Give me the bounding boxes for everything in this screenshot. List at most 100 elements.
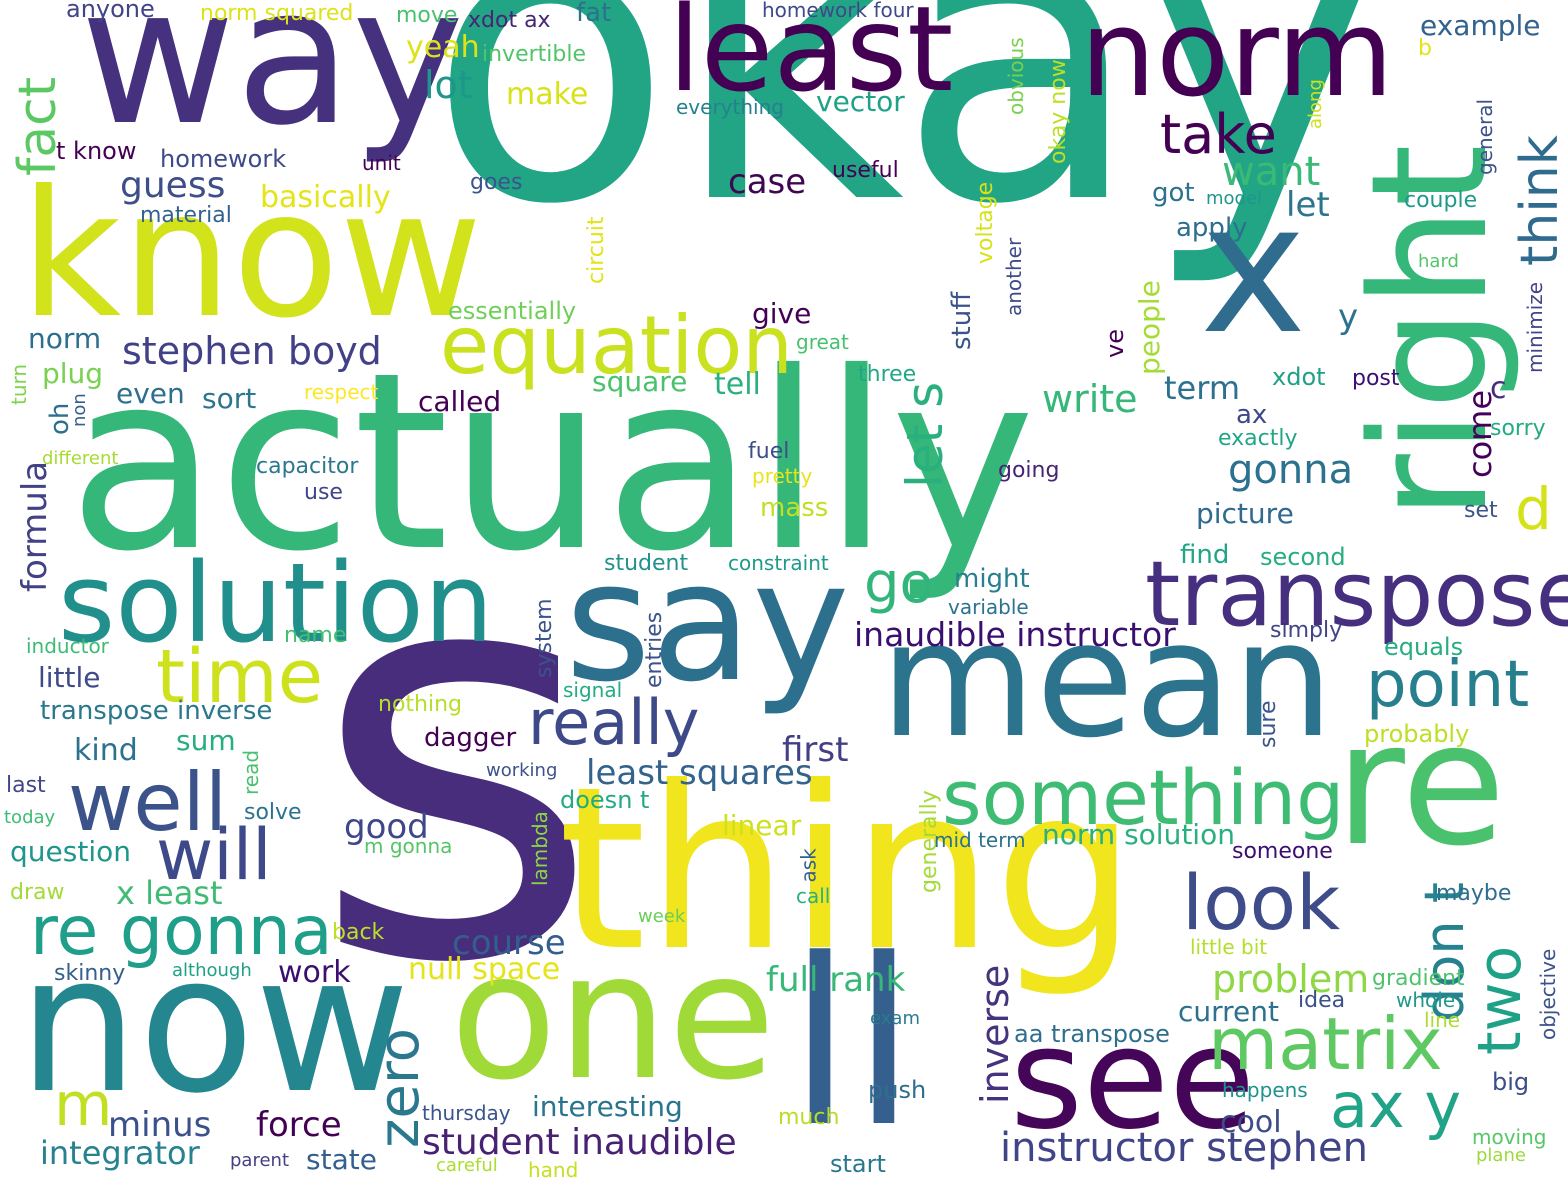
word-people: people [1133, 280, 1166, 375]
word-good: good [344, 807, 429, 847]
word-picture: picture [1196, 497, 1294, 530]
word-one: one [450, 916, 776, 1119]
word-let: let [1286, 185, 1330, 225]
word-fat: fat [576, 0, 612, 28]
word-someone: someone [1232, 839, 1333, 864]
word-oh-rot: oh [45, 395, 75, 435]
word-b: b [1418, 36, 1432, 61]
word-re: re [1335, 686, 1506, 884]
word-ask: ask [796, 848, 821, 883]
word-fuel: fuel [748, 439, 790, 464]
word-guess: guess [120, 165, 226, 206]
word-basically: basically [260, 180, 391, 215]
word-system: system [532, 598, 557, 678]
word-another-rot: another [1002, 216, 1026, 316]
word-capacitor: capacitor [256, 454, 359, 479]
word-today: today [4, 807, 56, 828]
word-ve: ve [1101, 329, 1129, 358]
word-set: set [1464, 498, 1498, 523]
word-exactly: exactly [1218, 426, 1298, 451]
word-voltage-rot: voltage [973, 164, 998, 264]
word-sure: sure [1256, 700, 1281, 748]
word-minimize: minimize [1523, 281, 1547, 373]
word-state: state [306, 1143, 377, 1176]
word-pretty: pretty [752, 464, 813, 488]
word-call: call [796, 884, 831, 908]
word-little-bit: little bit [1190, 935, 1268, 959]
word-least: least [668, 0, 954, 118]
word-x-least: x least [116, 874, 223, 912]
word-start: start [830, 1150, 886, 1178]
word-first: first [782, 730, 849, 770]
word-norm-squared: norm squared [200, 1, 354, 26]
word-read-rot: read [239, 745, 263, 795]
word-mid-term: mid term [934, 828, 1026, 852]
word-anyone: anyone [66, 0, 155, 23]
word-careful: careful [436, 1155, 498, 1176]
word-actually: actually [68, 320, 1036, 605]
word-although: although [172, 960, 252, 981]
word-objective-rot: objective [1536, 920, 1560, 1040]
word-say: say [565, 526, 850, 718]
word-hard: hard [1418, 251, 1459, 272]
word-null-space: null space [408, 952, 561, 987]
word-let-s: let s [896, 381, 954, 488]
word-minus: minus [108, 1105, 212, 1145]
word-mass: mass [760, 493, 829, 523]
word-system-rot: system [532, 588, 557, 678]
word-material: material [140, 203, 232, 228]
word-course: course [452, 923, 566, 963]
word-ax: ax [1236, 400, 1268, 430]
word-circuit-rot: circuit [584, 194, 609, 284]
word-norm-small: norm [28, 322, 102, 355]
word-stephen-boyd: stephen boyd [122, 329, 382, 373]
word-ve-rot: ve [1101, 318, 1129, 358]
word-second: second [1260, 543, 1346, 571]
word-interesting: interesting [532, 1090, 683, 1123]
word-hand: hand [528, 1158, 579, 1182]
word-gonna: gonna [1228, 447, 1354, 493]
word-great: great [796, 330, 849, 354]
word-least-squares: least squares [586, 753, 813, 793]
word-mean: mean [880, 586, 1334, 773]
word-re-gonna: re gonna [30, 892, 333, 971]
word-people-rot: people [1133, 245, 1166, 375]
word-nothing: nothing [378, 692, 462, 717]
word-exam: exam [870, 1008, 920, 1029]
word-instructor-stephen: instructor stephen [1000, 1125, 1368, 1171]
word-see: see [1010, 998, 1256, 1161]
word-probably: probably [1364, 720, 1470, 748]
word-now: now [18, 914, 411, 1135]
word-integrator: integrator [40, 1134, 200, 1172]
word-make: make [506, 77, 589, 112]
word-whole: whole [1396, 988, 1456, 1012]
word-model: model [1206, 188, 1263, 209]
word-transpose-inverse: transpose inverse [40, 696, 273, 726]
word-stuff-rot: stuff [947, 270, 977, 350]
word-find: find [1180, 540, 1230, 570]
word-term: term [1164, 369, 1240, 407]
word-variable: variable [948, 595, 1029, 619]
word-plug: plug [42, 357, 104, 390]
word-matrix: matrix [1208, 1002, 1443, 1086]
word-move: move [396, 3, 458, 28]
word-draw: draw [10, 880, 65, 905]
word-dagger: dagger [424, 723, 517, 753]
word-write: write [1042, 377, 1138, 421]
word-ask-rot: ask [796, 838, 821, 883]
word-sorry: sorry [1490, 416, 1546, 441]
word-really: really [528, 686, 700, 759]
word-inverse: inverse [973, 964, 1017, 1104]
word-know: know [20, 154, 483, 357]
word-give: give [752, 297, 812, 330]
word-y: y [1338, 297, 1359, 337]
word-everything: everything [676, 95, 784, 119]
word-homework-four: homework four [762, 0, 914, 22]
word-voltage: voltage [973, 181, 998, 264]
word-solution: solution [58, 539, 494, 667]
word-kind: kind [74, 733, 138, 768]
word-week: week [638, 906, 686, 927]
word-ax-y: ax y [1330, 1069, 1462, 1142]
word-much: much [778, 1105, 840, 1130]
word-square: square [592, 365, 688, 398]
